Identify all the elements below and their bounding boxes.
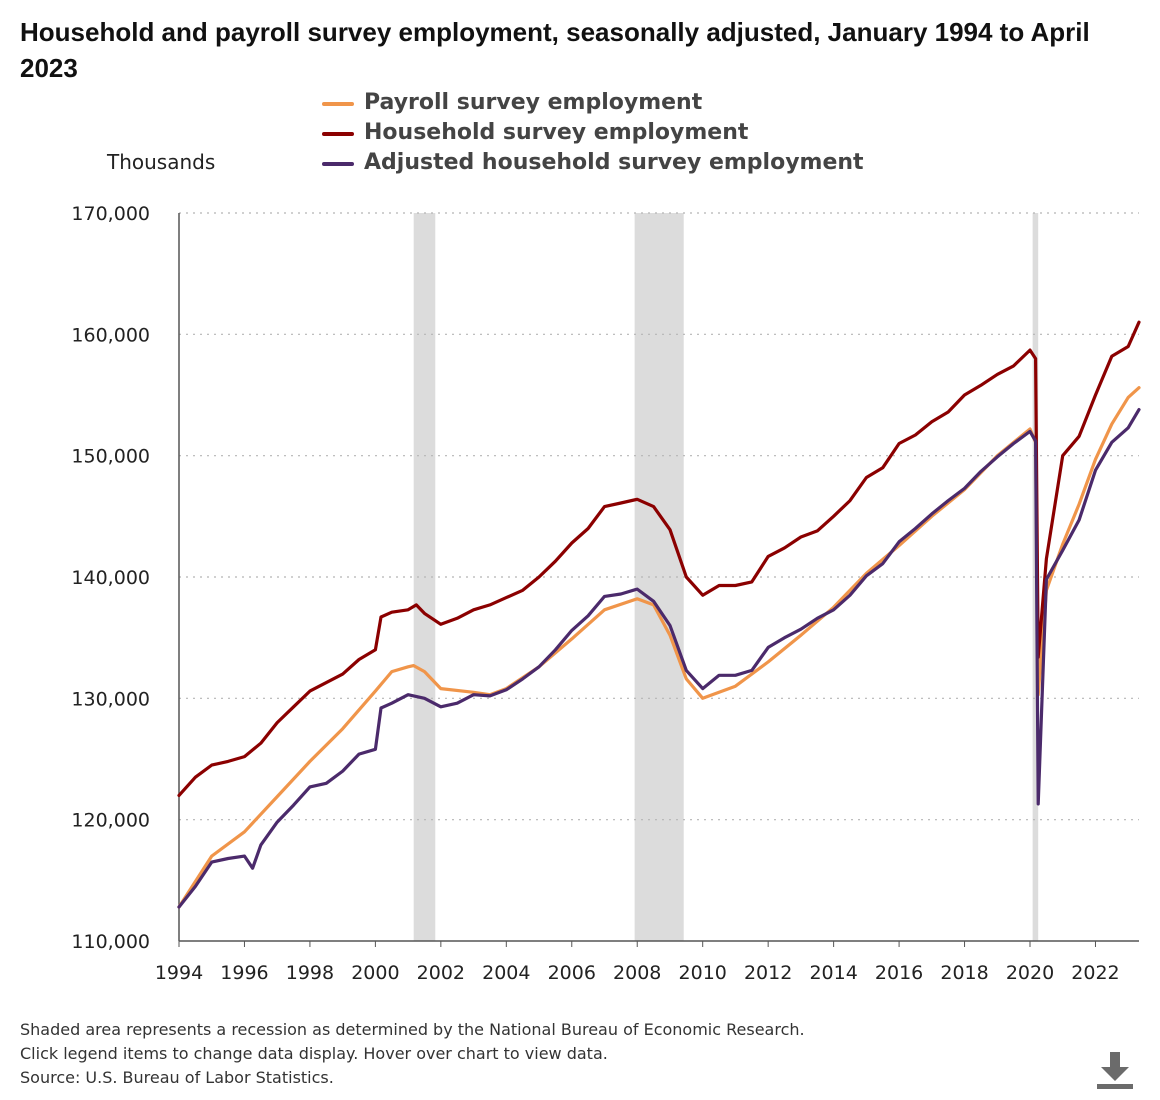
y-tick-label: 170,000 [71,203,150,225]
download-icon[interactable] [1094,1050,1136,1092]
x-tick-label: 2004 [482,962,530,984]
x-tick-label: 2008 [613,962,661,984]
x-tick-label: 1994 [155,962,203,984]
line-chart[interactable]: 110,000 120,000 130,000 140,000 150,000 160,0… [0,190,1160,1000]
legend-item-payroll[interactable]: Payroll survey employment [322,88,864,118]
series-lines [177,320,1141,909]
legend-swatch-household [322,132,354,136]
series-line-payroll [177,386,1141,909]
y-tick-label: 140,000 [71,567,150,589]
y-tick-label: 110,000 [71,931,150,953]
y-tick-label: 130,000 [71,688,150,710]
chart-legend: Payroll survey employment Household surv… [322,88,864,178]
x-tick-label: 2000 [351,962,399,984]
x-tick-label: 2006 [548,962,596,984]
footnotes: Shaded area represents a recession as de… [20,1018,805,1090]
footnote-instructions: Click legend items to change data displa… [20,1044,608,1063]
series-line-adjusted-household [177,408,1141,909]
legend-swatch-payroll [322,102,354,106]
x-tick-label: 2002 [417,962,465,984]
x-tick-label: 2012 [744,962,792,984]
y-tick-label: 150,000 [71,446,150,468]
x-tick-label: 2018 [940,962,988,984]
x-tick-label: 2010 [679,962,727,984]
gridlines [179,212,1139,821]
footnote-recession: Shaded area represents a recession as de… [20,1020,805,1039]
x-tick-label: 1996 [220,962,268,984]
y-tick-label: 120,000 [71,810,150,832]
axes: 110,000 120,000 130,000 140,000 150,000 160,0… [71,203,1139,984]
x-tick-label: 2016 [875,962,923,984]
x-tick-label: 2014 [809,962,857,984]
legend-label-payroll: Payroll survey employment [364,90,703,115]
y-tick-label: 160,000 [71,324,150,346]
y-axis-units-label: Thousands [107,150,216,174]
legend-item-adjusted-household[interactable]: Adjusted household survey employment [322,148,864,178]
legend-label-adjusted-household: Adjusted household survey employment [364,150,864,175]
legend-label-household: Household survey employment [364,120,749,145]
legend-swatch-adjusted-household [322,162,354,166]
x-tick-label: 2022 [1071,962,1119,984]
x-tick-label: 2020 [1006,962,1054,984]
series-line-household [177,320,1141,797]
x-tick-label: 1998 [286,962,334,984]
chart-title: Household and payroll survey employment,… [20,17,1090,83]
footnote-source: Source: U.S. Bureau of Labor Statistics. [20,1068,334,1087]
legend-item-household[interactable]: Household survey employment [322,118,864,148]
